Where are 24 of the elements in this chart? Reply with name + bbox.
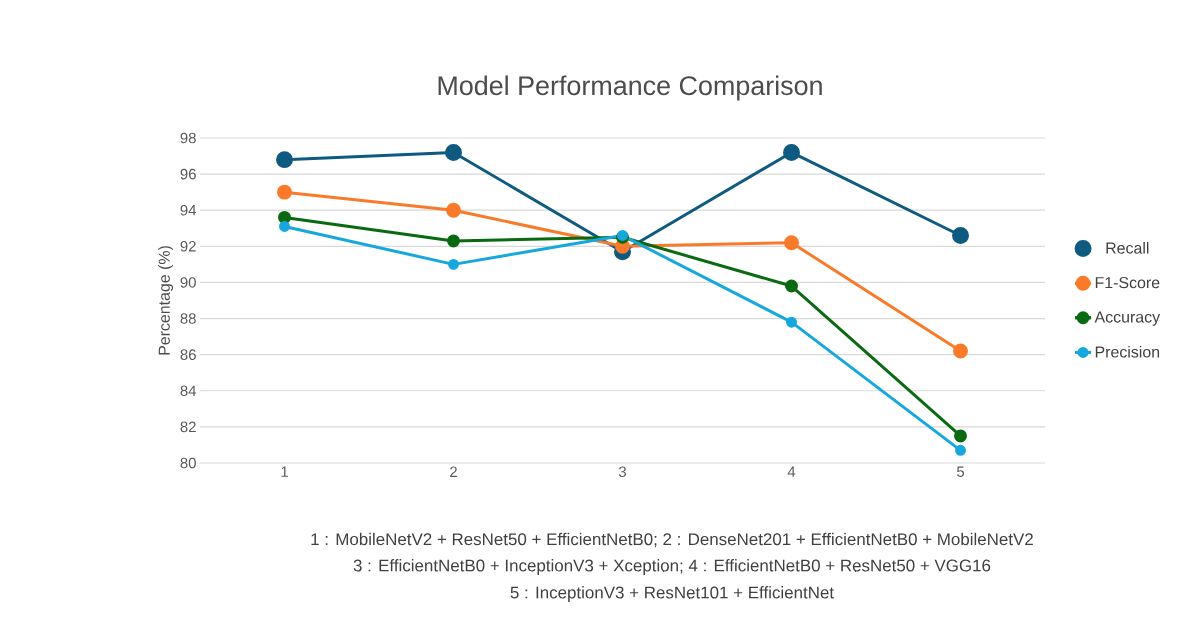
x-tick-label: 3 <box>618 466 627 478</box>
x-tick-label: 5 <box>956 466 965 477</box>
y-tick-label: 84 <box>180 385 197 397</box>
y-tick-label: 80 <box>180 457 196 469</box>
text: 5 : InceptionV3 + ResNet101 + EfficientNet <box>510 586 834 602</box>
y-tick-label: 88 <box>180 313 196 324</box>
y-tick-label: 92 <box>180 241 196 252</box>
y-tick-label: 98 <box>180 132 196 144</box>
y-tick-label: 96 <box>180 168 196 180</box>
y-tick-label: 86 <box>180 349 196 360</box>
y-tick-label: 82 <box>180 421 196 433</box>
y-tick-label: 94 <box>180 204 197 216</box>
legend-label: Recall <box>1106 242 1149 254</box>
text: 3 : EfficientNetB0 + InceptionV3 + Xception; 4 : EfficientNetB0 + ResNet50 + VGG16 <box>353 559 991 575</box>
legend-label: Accuracy <box>1094 311 1161 326</box>
x-tick-label: 4 <box>787 466 796 477</box>
x-tick-label: 2 <box>450 466 457 477</box>
legend-label: F1-Score <box>1095 276 1160 289</box>
text: 1 : MobileNetV2 + ResNet50 + EfficientNetB0; 2 : DenseNet201 + EfficientNetB0 + MobileNetV2 <box>311 532 1033 548</box>
y-tick-label: 90 <box>180 277 196 288</box>
y-axis-title: Percentage (%) <box>158 246 174 355</box>
x-tick-label: 1 <box>281 466 288 477</box>
legend-label: Precision <box>1095 345 1160 358</box>
chart-title: Model Performance Comparison <box>438 75 822 101</box>
